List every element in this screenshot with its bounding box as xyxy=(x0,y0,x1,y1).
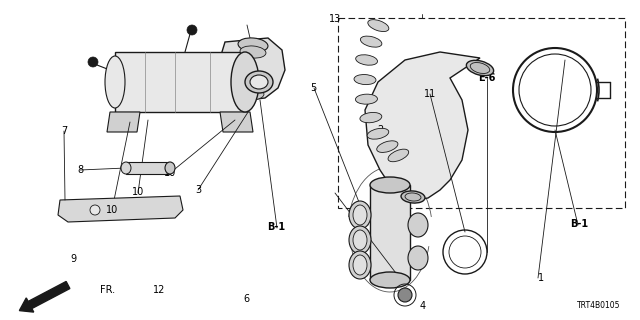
Ellipse shape xyxy=(240,46,266,58)
Ellipse shape xyxy=(349,201,371,229)
Text: 12: 12 xyxy=(152,284,165,295)
Ellipse shape xyxy=(370,177,410,193)
Ellipse shape xyxy=(105,56,125,108)
Circle shape xyxy=(90,205,100,215)
Ellipse shape xyxy=(240,82,266,94)
Text: 2: 2 xyxy=(378,124,384,135)
Ellipse shape xyxy=(356,55,378,65)
Circle shape xyxy=(398,288,412,302)
Circle shape xyxy=(187,25,197,35)
Ellipse shape xyxy=(353,230,367,250)
Text: 1: 1 xyxy=(538,273,544,284)
Ellipse shape xyxy=(360,112,382,123)
Ellipse shape xyxy=(408,246,428,270)
Polygon shape xyxy=(107,112,140,132)
Ellipse shape xyxy=(367,128,388,139)
Text: 10: 10 xyxy=(131,187,144,197)
Bar xyxy=(338,18,625,208)
Ellipse shape xyxy=(231,52,259,112)
Ellipse shape xyxy=(401,191,425,203)
Text: 5: 5 xyxy=(310,83,317,93)
Ellipse shape xyxy=(242,90,264,100)
Text: TRT4B0105: TRT4B0105 xyxy=(577,301,621,310)
Text: 13: 13 xyxy=(328,14,341,24)
Polygon shape xyxy=(126,162,170,174)
Text: 10: 10 xyxy=(106,204,118,215)
Ellipse shape xyxy=(354,75,376,84)
Ellipse shape xyxy=(121,162,131,174)
Ellipse shape xyxy=(355,94,378,104)
Ellipse shape xyxy=(353,255,367,275)
Polygon shape xyxy=(365,52,480,200)
Ellipse shape xyxy=(368,20,389,32)
Text: 9: 9 xyxy=(70,254,77,264)
Ellipse shape xyxy=(360,36,382,47)
Polygon shape xyxy=(58,196,183,222)
Ellipse shape xyxy=(467,60,493,76)
Text: 11: 11 xyxy=(424,89,436,100)
Ellipse shape xyxy=(353,205,367,225)
Text: 6: 6 xyxy=(243,294,250,304)
Polygon shape xyxy=(220,112,253,132)
Text: E-6: E-6 xyxy=(477,73,495,84)
Ellipse shape xyxy=(408,213,428,237)
Polygon shape xyxy=(218,38,285,100)
Text: B-1: B-1 xyxy=(570,219,588,229)
Ellipse shape xyxy=(238,38,268,52)
Polygon shape xyxy=(370,185,410,280)
Ellipse shape xyxy=(370,272,410,288)
FancyArrow shape xyxy=(19,282,70,312)
Text: 8: 8 xyxy=(77,164,83,175)
Ellipse shape xyxy=(245,71,273,93)
Ellipse shape xyxy=(377,141,398,152)
Text: 3: 3 xyxy=(195,185,202,196)
Polygon shape xyxy=(115,52,245,112)
Ellipse shape xyxy=(349,226,371,254)
Text: FR.: FR. xyxy=(100,285,115,295)
Ellipse shape xyxy=(349,251,371,279)
Ellipse shape xyxy=(250,75,268,89)
Text: B-1: B-1 xyxy=(268,222,285,232)
Text: 7: 7 xyxy=(61,126,67,136)
Text: 10: 10 xyxy=(163,168,176,178)
Ellipse shape xyxy=(388,149,409,162)
Circle shape xyxy=(88,57,98,67)
Text: 4: 4 xyxy=(419,300,426,311)
Ellipse shape xyxy=(165,162,175,174)
